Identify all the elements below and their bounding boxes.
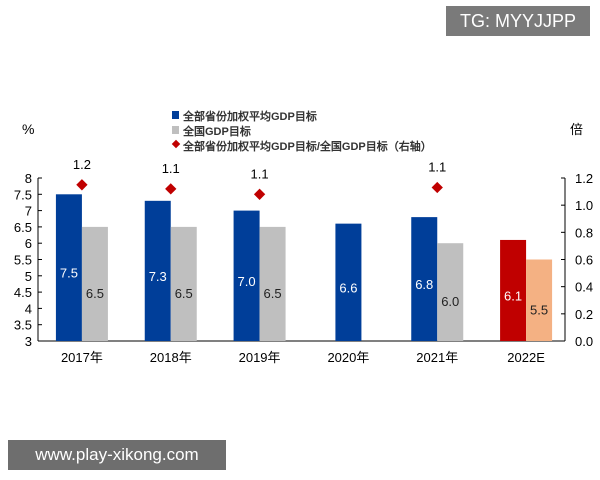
bar-national [437, 243, 464, 341]
ratio-label: 1.1 [162, 161, 180, 176]
legend-swatch [172, 111, 179, 119]
bar-label: 6.5 [264, 286, 282, 301]
y2-tick-label: 1.0 [575, 198, 593, 213]
x-tick-label: 2019年 [239, 350, 281, 365]
legend-label: 全部省份加权平均GDP目标/全国GDP目标（右轴） [182, 139, 432, 153]
bar-label: 6.8 [415, 277, 433, 292]
y-tick-label: 7.5 [14, 187, 32, 202]
bar-label: 6.5 [175, 286, 193, 301]
ratio-label: 1.1 [251, 166, 269, 181]
y-tick-label: 5 [25, 269, 32, 284]
y-tick-label: 8 [25, 171, 32, 186]
bar-label: 6.6 [339, 280, 357, 295]
bar-label: 6.5 [86, 286, 104, 301]
bar-label: 7.5 [60, 266, 78, 281]
legend-label: 全部省份加权平均GDP目标 [182, 109, 317, 123]
bar-provincial [144, 200, 171, 341]
y-tick-label: 7 [25, 204, 32, 219]
y2-tick-label: 0.4 [575, 280, 593, 295]
ratio-marker [253, 188, 266, 200]
legend-swatch [172, 126, 179, 134]
bar-label: 5.5 [530, 302, 548, 317]
bar-label: 6.0 [441, 294, 459, 309]
y2-tick-label: 1.2 [575, 171, 593, 186]
legend-label: 全国GDP目标 [182, 124, 251, 138]
x-tick-label: 2020年 [327, 350, 369, 365]
watermark-top: TG: MYYJJPP [446, 6, 590, 36]
y2-tick-label: 0.2 [575, 307, 593, 322]
y2-tick-label: 0.6 [575, 253, 593, 268]
bar-provincial [335, 223, 362, 341]
bar-provincial [500, 239, 527, 341]
bar-provincial [411, 217, 438, 341]
y-tick-label: 4 [25, 301, 32, 316]
y-tick-label: 6 [25, 236, 32, 251]
ratio-label: 1.1 [428, 160, 446, 175]
ratio-marker [76, 179, 88, 191]
bar-national [259, 226, 286, 341]
y-tick-label: 6.5 [14, 220, 32, 235]
y-tick-label: 3.5 [14, 318, 32, 333]
x-tick-label: 2022E [507, 350, 545, 365]
left-unit: % [22, 121, 34, 137]
y-tick-label: 4.5 [14, 285, 32, 300]
bar-national [170, 226, 197, 341]
bar-provincial [55, 194, 82, 341]
y-tick-label: 3 [25, 334, 32, 349]
watermark-bottom: www.play-xikong.com [8, 440, 226, 470]
legend-swatch [171, 139, 181, 149]
ratio-marker [431, 181, 443, 194]
x-tick-label: 2021年 [416, 350, 458, 365]
bar-national [526, 259, 553, 341]
bar-label: 7.3 [149, 269, 167, 284]
x-tick-label: 2018年 [150, 350, 192, 365]
bar-label: 7.0 [238, 274, 256, 289]
bar-label: 6.1 [504, 288, 522, 303]
ratio-marker [165, 183, 177, 195]
y-tick-label: 5.5 [14, 253, 32, 268]
y2-tick-label: 0.0 [575, 334, 593, 349]
y2-tick-label: 0.8 [575, 225, 593, 240]
ratio-label: 1.2 [73, 157, 91, 172]
x-tick-label: 2017年 [61, 350, 103, 365]
bar-provincial [233, 210, 260, 341]
bar-national [81, 226, 108, 341]
right-unit: 倍 [570, 122, 583, 137]
